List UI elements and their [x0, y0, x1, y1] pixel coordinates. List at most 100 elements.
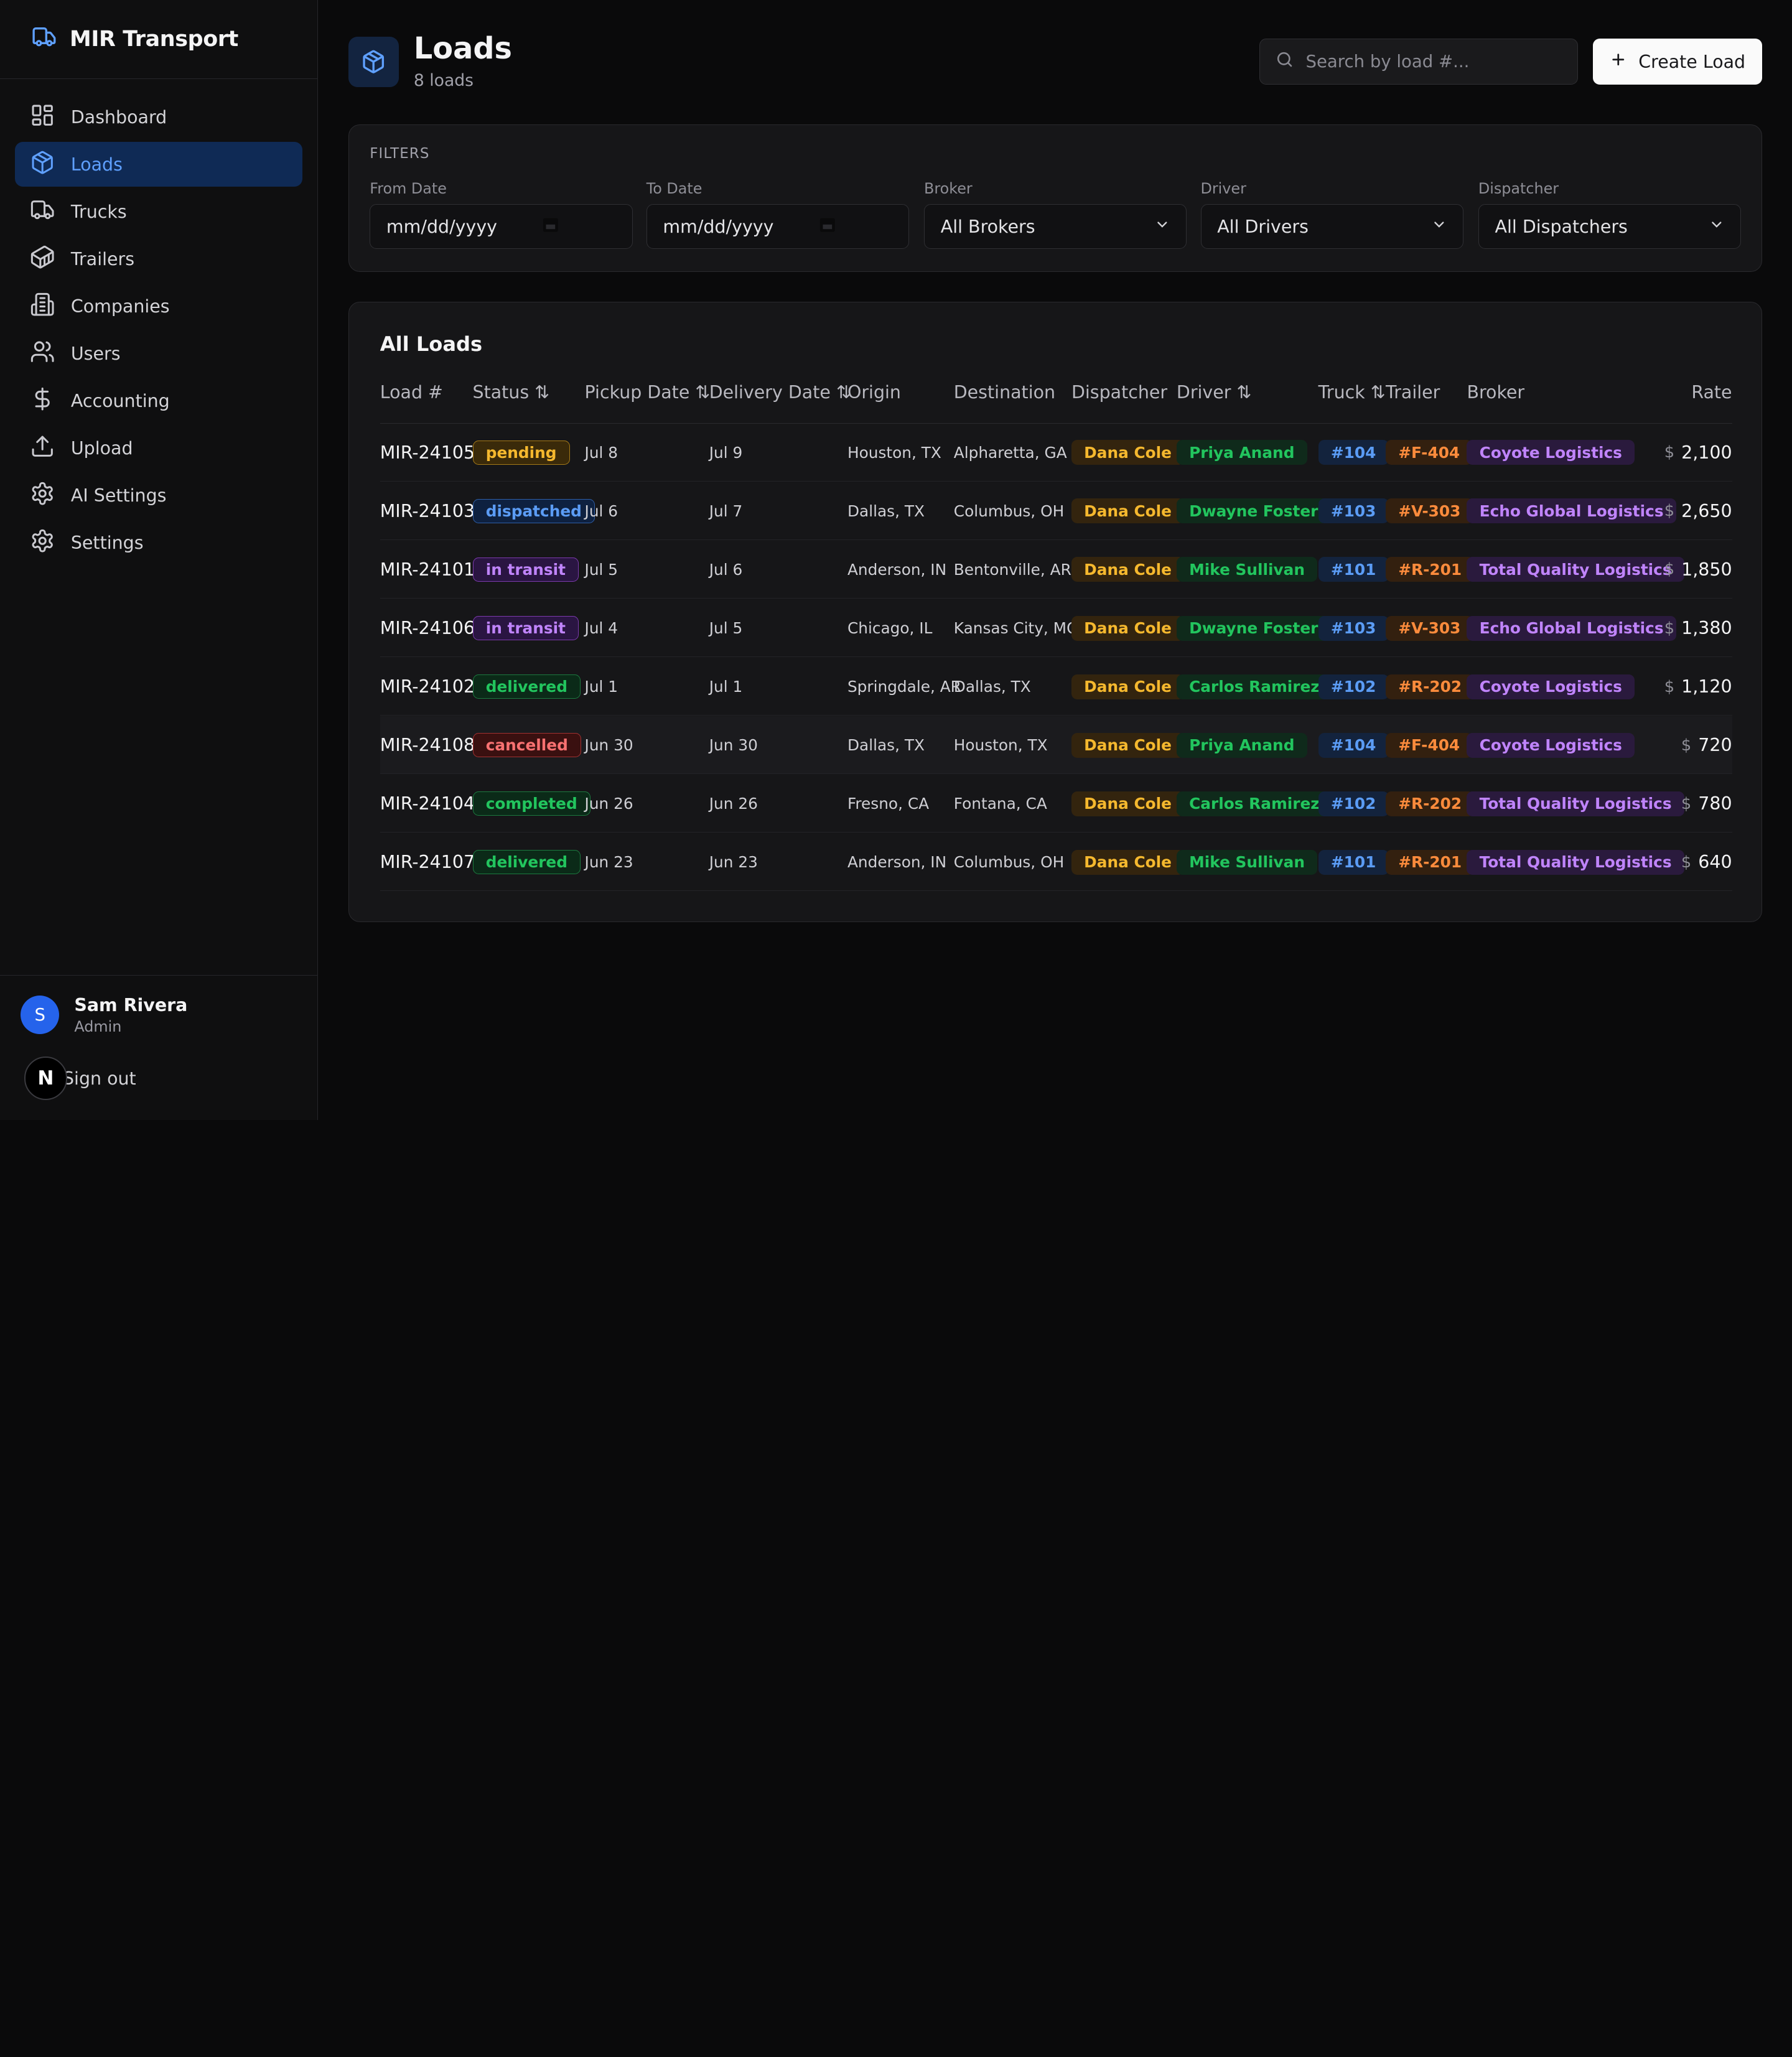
table-row[interactable]: MIR-24104 completed Jun 26 Jun 26 Fresno, CA…	[380, 775, 1732, 833]
col-delivery[interactable]: Delivery Date ⇅	[709, 382, 851, 403]
sidebar-item-ai-settings[interactable]: AI Settings	[15, 473, 302, 518]
signout-button[interactable]: N Sign out	[24, 1056, 297, 1101]
rate-value: 1,850	[1681, 559, 1732, 580]
broker-badge: Coyote Logistics	[1467, 732, 1635, 758]
status-badge: delivered	[472, 674, 581, 699]
status-badge-cell: pending	[472, 424, 570, 482]
driver-badge-cell: Carlos Ramirez	[1176, 658, 1332, 716]
calendar-icon[interactable]	[543, 217, 559, 237]
table-row[interactable]: MIR-24101 in transit Jul 5 Jul 6 Anderson, I…	[380, 541, 1732, 599]
sidebar-item-companies[interactable]: Companies	[15, 284, 302, 329]
origin-cell: Chicago, IL	[847, 599, 932, 658]
table-row[interactable]: MIR-24103 dispatched Jul 6 Jul 7 Dallas, TX C…	[380, 482, 1732, 541]
currency-symbol: $	[1681, 794, 1692, 813]
sidebar-item-dashboard[interactable]: Dashboard	[15, 95, 302, 139]
dispatcher-select[interactable]: All Dispatchers	[1478, 204, 1742, 249]
trailer-badge: #V-303	[1386, 615, 1473, 641]
driver-badge: Mike Sullivan	[1176, 557, 1318, 582]
table-row[interactable]: MIR-24107 delivered Jun 23 Jun 23 Anderson, …	[380, 833, 1732, 892]
delivery-date-cell: Jul 6	[709, 541, 743, 599]
to-date-filter: To Date mm/dd/yyyy	[646, 180, 910, 249]
sidebar-item-users[interactable]: Users	[15, 332, 302, 376]
table-row[interactable]: MIR-24106 in transit Jul 4 Jul 5 Chicago, IL…	[380, 599, 1732, 658]
truck-badge: #102	[1318, 791, 1389, 816]
driver-badge: Mike Sullivan	[1176, 849, 1318, 875]
truck-badge-cell: #101	[1318, 541, 1389, 599]
table-row[interactable]: MIR-24102 delivered Jul 1 Jul 1 Springdale, …	[380, 658, 1732, 716]
col-rate: Rate	[1691, 382, 1732, 403]
sidebar: MIR Transport Dashboard Loads Trucks Traile…	[0, 0, 318, 1120]
col-status[interactable]: Status ⇅	[472, 382, 550, 403]
from-date-input[interactable]: mm/dd/yyyy	[370, 204, 633, 249]
plus-icon	[1610, 51, 1627, 73]
truck-badge: #101	[1318, 849, 1389, 875]
table-header: Load # Status ⇅ Pickup Date ⇅ Delivery D…	[380, 382, 1732, 424]
col-driver[interactable]: Driver ⇅	[1176, 382, 1252, 403]
col-truck[interactable]: Truck ⇅	[1318, 382, 1386, 403]
status-badge-cell: cancelled	[472, 716, 582, 775]
to-date-input[interactable]: mm/dd/yyyy	[646, 204, 910, 249]
sidebar-item-settings[interactable]: Settings	[15, 521, 302, 566]
rate-cell: $1,120	[1664, 658, 1732, 716]
upload-icon	[30, 434, 55, 463]
load-number-cell: MIR-24101	[380, 541, 475, 599]
sort-icon: ⇅	[836, 382, 851, 403]
user-role: Admin	[74, 1017, 122, 1035]
sidebar-item-loads[interactable]: Loads	[14, 142, 302, 187]
search-icon	[1275, 50, 1294, 73]
broker-badge-cell: Total Quality Logistics	[1467, 541, 1684, 599]
col-trailer: Trailer	[1386, 382, 1440, 403]
origin: Fresno, CA	[847, 795, 930, 813]
origin-cell: Springdale, AR	[847, 658, 961, 716]
broker-badge: Total Quality Logistics	[1467, 791, 1684, 816]
create-load-button[interactable]: Create Load	[1593, 39, 1763, 85]
driver-select[interactable]: All Drivers	[1200, 204, 1463, 249]
sidebar-item-trailers[interactable]: Trailers	[15, 237, 302, 282]
dispatcher-badge: Dana Cole	[1071, 674, 1185, 699]
table-row[interactable]: MIR-24105 pending Jul 8 Jul 9 Houston, TX Alp…	[380, 424, 1732, 482]
status-badge: pending	[472, 441, 570, 465]
load-number-cell: MIR-24104	[380, 775, 475, 833]
sidebar-item-label: Loads	[70, 154, 123, 175]
broker-select[interactable]: All Brokers	[924, 204, 1187, 249]
broker-badge: Coyote Logistics	[1467, 674, 1635, 699]
gear-icon	[30, 528, 55, 557]
status-badge: completed	[472, 791, 590, 816]
calendar-icon[interactable]	[819, 217, 836, 237]
driver-badge-cell: Mike Sullivan	[1176, 833, 1318, 892]
truck-badge: #103	[1318, 498, 1389, 524]
page-header: Loads 8 loads Create Load	[348, 32, 1763, 91]
to-date-label: To Date	[646, 180, 702, 198]
currency-symbol: $	[1664, 677, 1675, 696]
rate-value: 780	[1698, 793, 1732, 814]
gear-icon	[30, 481, 55, 510]
rate-value: 1,380	[1681, 618, 1732, 638]
table-row[interactable]: MIR-24108 cancelled Jun 30 Jun 30 Dallas, TX…	[380, 716, 1732, 775]
currency-symbol: $	[1664, 618, 1675, 638]
trailer-badge: #V-303	[1386, 498, 1473, 524]
broker-badge-cell: Coyote Logistics	[1467, 658, 1635, 716]
next-badge-icon[interactable]: N	[24, 1056, 68, 1101]
rate-cell: $1,850	[1664, 541, 1732, 599]
user-profile[interactable]: S Sam Rivera Admin	[21, 995, 297, 1035]
load-number-cell: MIR-24107	[380, 833, 475, 892]
broker-badge-cell: Echo Global Logistics	[1467, 482, 1676, 541]
destination: Columbus, OH	[953, 501, 1065, 520]
driver-value: All Drivers	[1217, 216, 1309, 237]
brand[interactable]: MIR Transport	[0, 0, 317, 79]
trailer-badge-cell: #R-202	[1386, 658, 1475, 716]
truck-badge-cell: #104	[1318, 424, 1389, 482]
broker-filter: Broker All Brokers	[924, 180, 1187, 249]
load-number: MIR-24102	[380, 676, 475, 697]
delivery-date: Jun 30	[709, 736, 758, 755]
col-pickup[interactable]: Pickup Date ⇅	[584, 382, 711, 403]
sidebar-item-upload[interactable]: Upload	[15, 426, 302, 471]
load-number-cell: MIR-24103	[380, 482, 475, 541]
sidebar-item-accounting[interactable]: Accounting	[15, 379, 302, 424]
destination: Dallas, TX	[953, 678, 1031, 696]
search-input[interactable]	[1305, 52, 1557, 72]
filters-panel: FILTERS From Date mm/dd/yyyy To Date mm/…	[348, 124, 1763, 273]
status-badge-cell: completed	[472, 775, 590, 833]
load-number: MIR-24103	[380, 500, 475, 521]
sidebar-item-trucks[interactable]: Trucks	[15, 189, 302, 234]
